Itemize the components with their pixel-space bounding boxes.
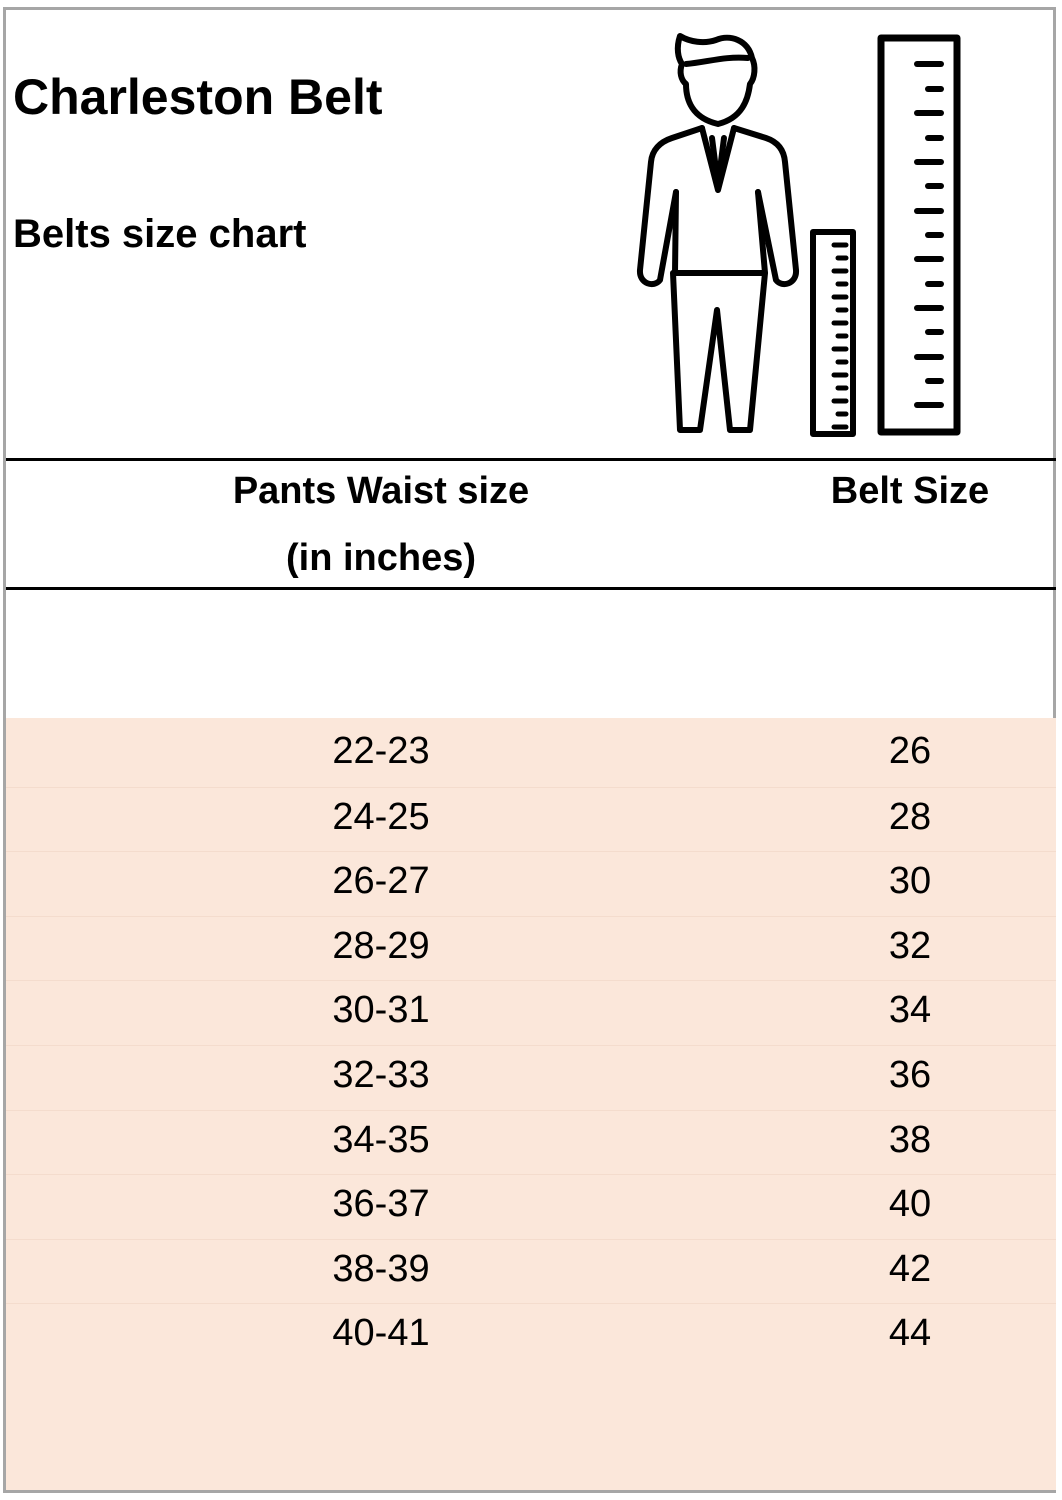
belt-cell: 38 [888,1118,932,1161]
waist-cell: 38-39 [332,1247,430,1290]
waist-cell: 26-27 [332,860,430,903]
page-subtitle: Belts size chart [13,212,307,256]
table-row: 30-31 34 [6,980,1056,1045]
table-row: 22-23 26 [6,722,1056,786]
waist-cell: 36-37 [332,1183,430,1226]
table-body [6,718,1056,1490]
table-row: 24-25 28 [6,786,1056,852]
header-top-rule [6,458,1056,461]
belt-cell: 32 [888,924,932,967]
belt-cell: 28 [888,795,932,838]
waist-cell: 24-25 [332,795,430,838]
table-row: 32-33 36 [6,1045,1056,1110]
table-row: 36-37 40 [6,1174,1056,1239]
belt-cell: 44 [888,1312,932,1355]
waist-cell: 28-29 [332,924,430,967]
belt-cell: 34 [888,989,932,1032]
table-row: 28-29 32 [6,915,1056,981]
header-bottom-rule [6,587,1056,590]
belt-cell: 42 [888,1247,932,1290]
belt-cell: 30 [888,860,932,903]
large-ruler [877,34,961,436]
waist-cell: 22-23 [332,730,430,772]
table-row: 34-35 38 [6,1109,1056,1175]
belt-cell: 40 [888,1183,932,1226]
waist-cell: 32-33 [332,1054,430,1096]
table-row: 40-41 44 [6,1303,1056,1368]
waist-cell: 30-31 [332,989,430,1032]
header-belt: Belt Size [830,470,990,512]
header-waist: Pants Waist size [232,470,530,512]
small-ruler [810,229,856,437]
belt-cell: 36 [888,1054,932,1096]
man-figure [637,33,799,433]
waist-cell: 40-41 [332,1312,430,1355]
header-waist-unit: (in inches) [285,537,477,579]
page-title: Charleston Belt [13,69,383,125]
table-row: 26-27 30 [6,851,1056,916]
belt-cell: 26 [888,730,932,772]
table-row: 38-39 42 [6,1238,1056,1304]
waist-cell: 34-35 [332,1118,430,1161]
man-with-rulers-icon [637,33,961,437]
